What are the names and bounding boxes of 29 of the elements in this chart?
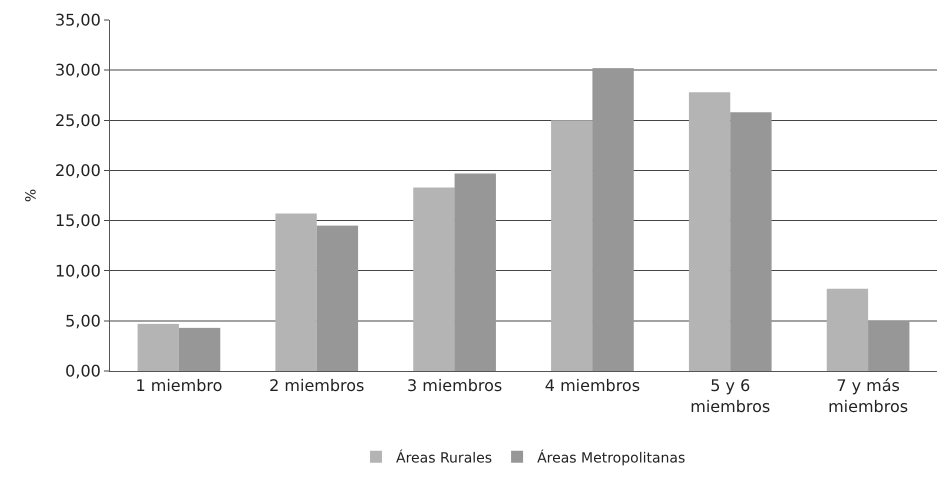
y-tick-label: 35,00: [54, 10, 101, 30]
bar: [316, 226, 358, 371]
y-tick-label: 20,00: [54, 161, 101, 180]
x-tick-label: 3 miembros: [406, 376, 502, 396]
y-tick-label: 0,00: [65, 362, 101, 381]
x-tick-label: 5 y 6 miembros: [690, 376, 770, 416]
y-tick-label: 30,00: [54, 60, 101, 80]
x-tick-label: 4 miembros: [544, 376, 640, 396]
bar: [688, 92, 730, 371]
legend-label: Áreas Rurales: [396, 449, 492, 466]
y-axis-title: %: [24, 188, 40, 202]
bar: [730, 112, 772, 371]
y-tick-label: 5,00: [65, 311, 101, 330]
bar: [178, 328, 220, 371]
y-tick-label: 15,00: [54, 211, 101, 230]
bar: [275, 214, 317, 371]
bar: [868, 320, 910, 371]
bar: [592, 68, 634, 371]
bar: [826, 288, 868, 371]
x-tick-label: 2 miembros: [269, 376, 364, 396]
bar: [454, 173, 496, 371]
bar: [551, 120, 592, 371]
x-tick-label: 7 y más miembros: [828, 376, 908, 416]
legend-label: Áreas Metropolitanas: [537, 449, 686, 466]
y-tick-label: 10,00: [54, 261, 101, 280]
bar: [413, 187, 455, 371]
x-tick-label: 1 miembro: [135, 376, 222, 396]
y-tick-label: 25,00: [54, 110, 101, 130]
bar: [138, 324, 179, 371]
